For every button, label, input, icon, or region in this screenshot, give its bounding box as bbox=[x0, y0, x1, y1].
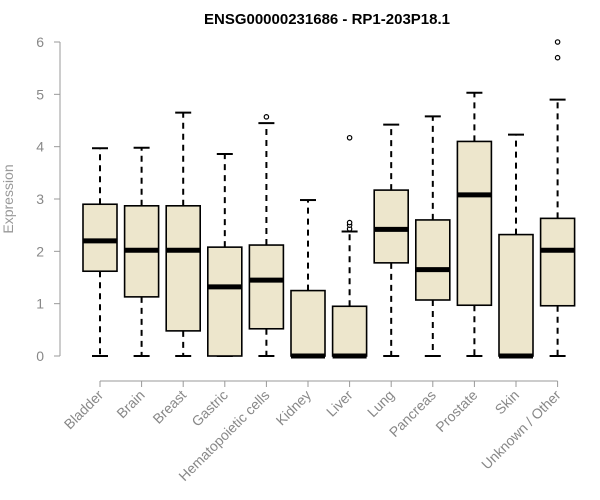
box-iqr bbox=[456, 140, 493, 307]
box-prostate bbox=[456, 91, 493, 357]
x-tick-label: Skin bbox=[492, 387, 523, 418]
outlier-point bbox=[554, 39, 561, 45]
box-lung bbox=[373, 123, 410, 357]
box-kidney bbox=[290, 199, 326, 359]
box-hematopoietic-cells bbox=[248, 114, 285, 357]
box-group bbox=[82, 39, 576, 359]
x-tick-label: Brain bbox=[113, 387, 147, 421]
box-iqr bbox=[290, 289, 326, 357]
x-tick-label: Prostate bbox=[432, 387, 480, 435]
box-brain bbox=[123, 146, 160, 357]
box-liver bbox=[331, 134, 368, 359]
box-iqr bbox=[82, 203, 118, 273]
box-iqr bbox=[248, 244, 285, 330]
outlier-point bbox=[554, 54, 561, 61]
box-skin bbox=[498, 133, 534, 359]
box-iqr bbox=[165, 205, 201, 332]
y-tick-label: 6 bbox=[36, 34, 44, 50]
box-iqr bbox=[539, 217, 576, 307]
x-tick-label: Bladder bbox=[61, 387, 107, 433]
y-tick-label: 2 bbox=[36, 243, 44, 259]
y-tick-label: 5 bbox=[36, 86, 44, 102]
y-axis: 0 1 2 3 4 5 6 bbox=[36, 34, 61, 364]
x-tick-label: Breast bbox=[149, 387, 189, 427]
box-breast bbox=[165, 111, 201, 357]
box-gastric bbox=[207, 152, 243, 357]
chart-title: ENSG00000231686 - RP1-203P18.1 bbox=[204, 11, 450, 28]
box-iqr bbox=[373, 189, 410, 264]
box-iqr bbox=[414, 219, 451, 301]
box-iqr bbox=[331, 305, 368, 357]
y-axis-label: Expression bbox=[0, 164, 16, 233]
x-tick-label: Unknown / Other bbox=[478, 387, 564, 473]
x-tick-label: Liver bbox=[323, 387, 356, 420]
y-tick-label: 3 bbox=[36, 191, 44, 207]
box-iqr bbox=[207, 246, 243, 357]
y-tick-label: 1 bbox=[36, 296, 44, 312]
x-tick-label: Kidney bbox=[273, 387, 315, 429]
box-pancreas bbox=[414, 115, 451, 357]
box-unknown-other bbox=[539, 39, 576, 357]
outlier-point bbox=[346, 134, 353, 141]
y-tick-label: 0 bbox=[36, 348, 44, 364]
outlier-point bbox=[263, 114, 270, 120]
box-bladder bbox=[82, 147, 118, 357]
y-tick-label: 4 bbox=[36, 139, 44, 155]
box-iqr bbox=[498, 233, 534, 357]
x-tick-label: Lung bbox=[364, 387, 397, 420]
outlier-point bbox=[346, 219, 353, 226]
